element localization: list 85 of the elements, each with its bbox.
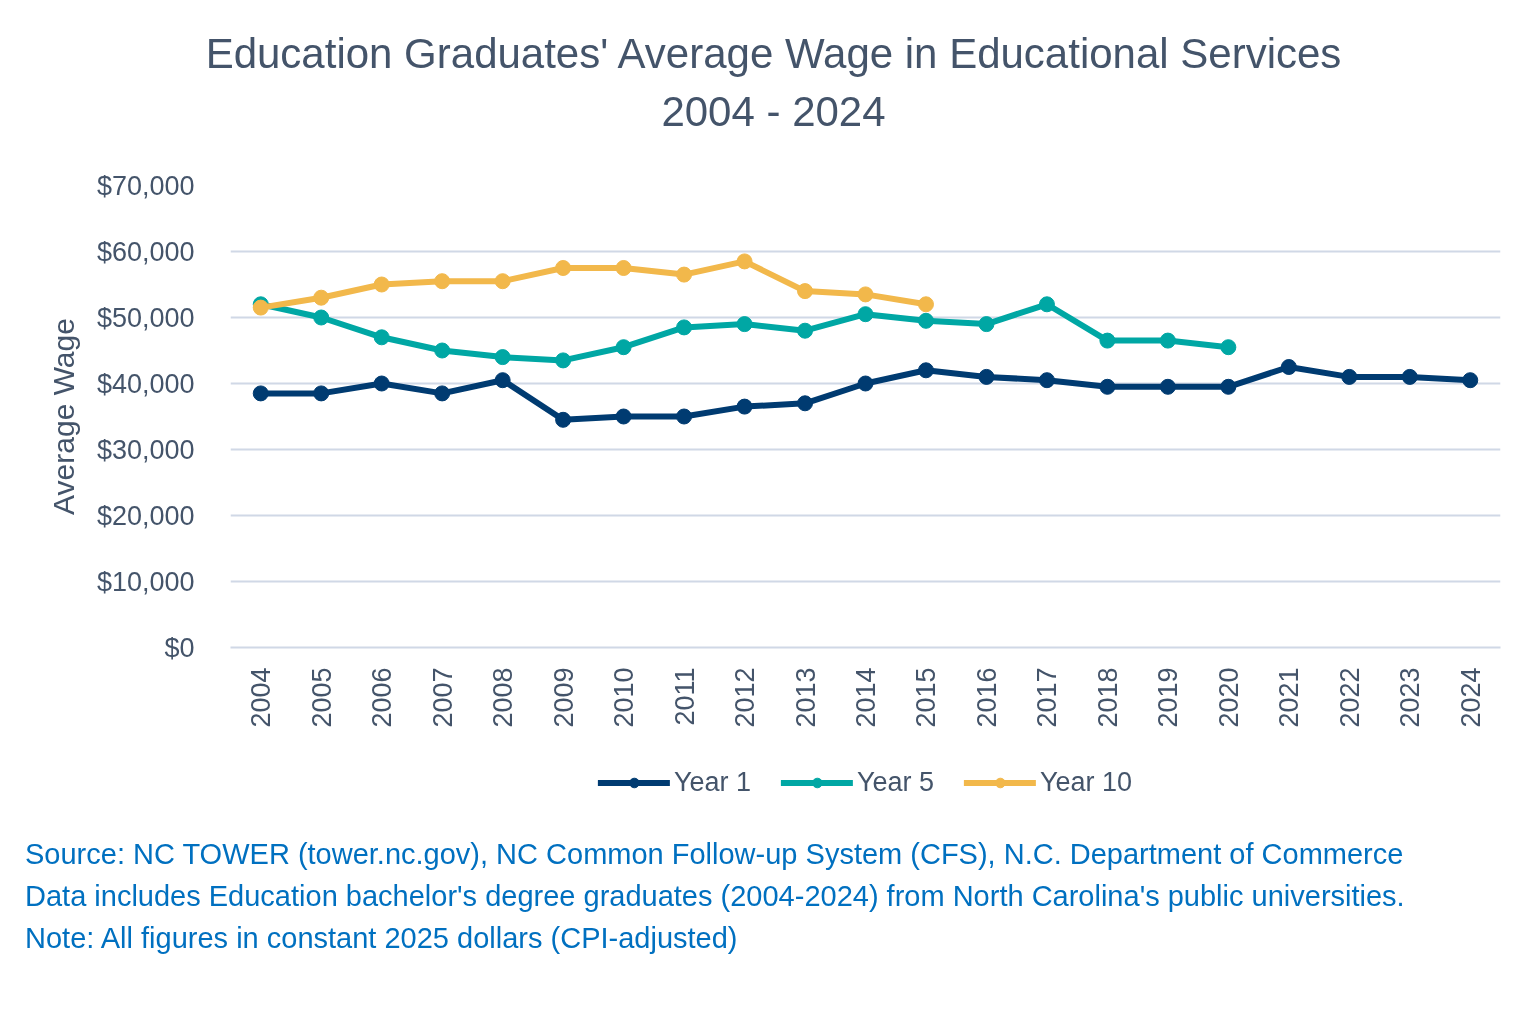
point xyxy=(797,283,814,300)
y-tick-label: $70,000 xyxy=(96,170,195,201)
y-tick-label: $0 xyxy=(164,632,195,663)
point xyxy=(1159,378,1176,395)
point xyxy=(1099,332,1116,349)
point xyxy=(373,375,390,392)
point xyxy=(917,296,934,313)
point xyxy=(978,316,995,333)
y-tick-label: $30,000 xyxy=(96,434,195,465)
y-tick-label: $10,000 xyxy=(96,566,195,597)
point xyxy=(313,385,330,402)
point xyxy=(555,352,572,369)
x-tick-label: 2008 xyxy=(488,667,519,728)
point xyxy=(555,411,572,428)
x-tick-label: 2012 xyxy=(730,667,761,728)
point xyxy=(736,316,753,333)
legend-label: Year 10 xyxy=(1040,766,1133,798)
point xyxy=(676,266,693,283)
point xyxy=(313,309,330,326)
point xyxy=(373,276,390,293)
chart-title: Education Graduates' Average Wage in Educational Services 2004 - 2024 xyxy=(205,29,1342,137)
x-tick-label: 2019 xyxy=(1153,667,1184,728)
point xyxy=(1099,378,1116,395)
x-tick-label: 2007 xyxy=(427,667,458,728)
point xyxy=(917,362,934,379)
y-tick-label: $50,000 xyxy=(96,302,195,333)
point xyxy=(978,368,995,385)
point xyxy=(615,408,632,425)
point xyxy=(797,395,814,412)
point xyxy=(1401,368,1418,385)
x-tick-label: 2018 xyxy=(1092,667,1123,728)
point xyxy=(434,385,451,402)
x-tick-label: 2016 xyxy=(971,667,1002,728)
point xyxy=(434,273,451,290)
x-tick-label: 2004 xyxy=(246,667,277,728)
point xyxy=(797,322,814,339)
x-tick-label: 2005 xyxy=(306,667,337,728)
point xyxy=(676,408,693,425)
point xyxy=(1462,372,1479,389)
x-tick-label: 2023 xyxy=(1395,667,1426,728)
x-tick-label: 2010 xyxy=(609,667,640,728)
point xyxy=(494,273,511,290)
point xyxy=(494,372,511,389)
point xyxy=(373,329,390,346)
x-tick-label: 2015 xyxy=(911,667,942,728)
legend-label: Year 1 xyxy=(673,766,751,798)
point xyxy=(736,253,753,270)
x-tick-label: 2021 xyxy=(1274,667,1305,728)
point xyxy=(857,375,874,392)
point xyxy=(615,339,632,356)
x-tick-label: 2024 xyxy=(1455,667,1486,728)
point xyxy=(1038,372,1055,389)
point xyxy=(736,398,753,415)
point xyxy=(555,260,572,276)
legend-label: Year 5 xyxy=(856,766,935,798)
point xyxy=(857,286,874,303)
y-axis-title: Average Wage xyxy=(46,318,80,515)
point xyxy=(917,312,934,329)
y-tick-label: $40,000 xyxy=(96,368,195,399)
x-tick-label: 2020 xyxy=(1213,667,1244,728)
y-tick-label: $20,000 xyxy=(96,500,195,531)
x-tick-label: 2011 xyxy=(669,667,700,726)
point xyxy=(1280,359,1297,375)
point xyxy=(494,349,511,366)
point xyxy=(1159,332,1176,349)
point xyxy=(676,319,693,336)
x-tick-label: 2013 xyxy=(790,667,821,728)
x-tick-label: 2014 xyxy=(851,667,881,728)
x-tick-label: 2009 xyxy=(548,667,579,728)
point xyxy=(857,306,874,323)
text: Note: All figures in constant 2025 dollars (CPI-adjusted) xyxy=(25,921,739,956)
x-tick-label: 2006 xyxy=(367,667,398,728)
point xyxy=(1220,378,1237,395)
point xyxy=(1341,368,1358,385)
x-tick-label: 2022 xyxy=(1334,667,1365,728)
y-tick-label: $60,000 xyxy=(96,236,195,267)
source-note: Source: NC TOWER (tower.nc.gov), NC Common Follow-up System (CFS), N.C. Department of Commerce xyxy=(25,837,1405,872)
point xyxy=(1220,339,1237,356)
point xyxy=(434,342,451,359)
point xyxy=(313,289,330,306)
text: Data includes Education bachelor's degree graduates (2004-2024) from North Carolina's public universities. xyxy=(25,879,1405,914)
x-tick-label: 2017 xyxy=(1032,667,1063,728)
point xyxy=(252,385,269,402)
point xyxy=(615,260,632,276)
point xyxy=(1038,296,1055,313)
